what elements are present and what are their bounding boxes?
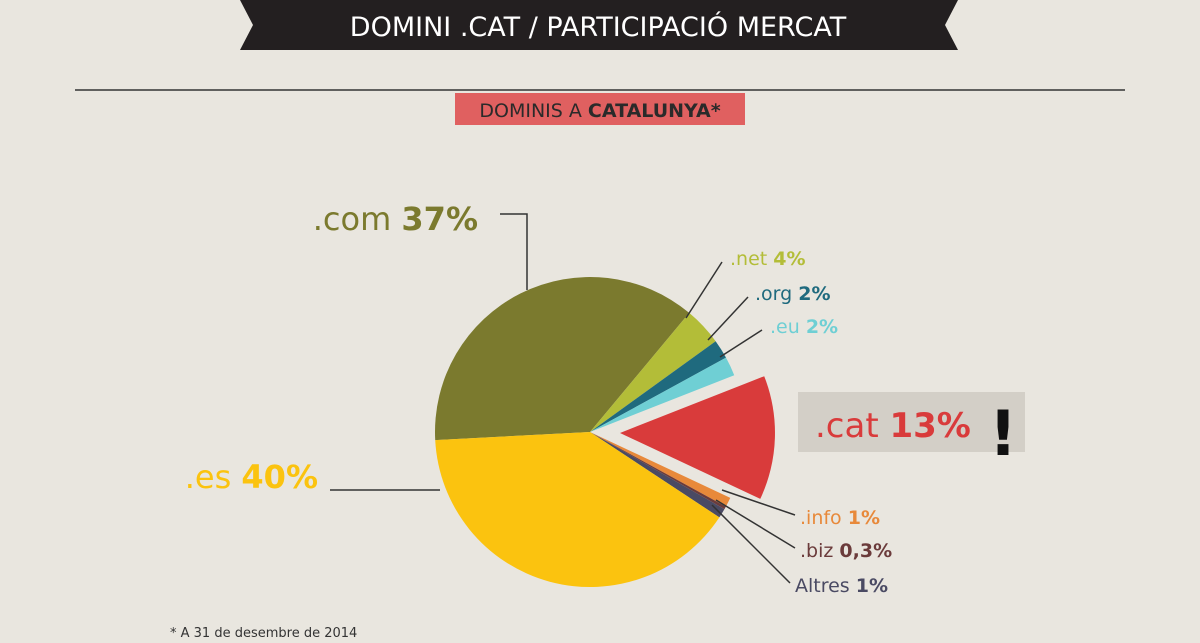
slice-name: .cat — [815, 406, 879, 446]
leader-line — [721, 489, 796, 516]
leader-line — [500, 213, 528, 290]
leader-line — [719, 329, 763, 358]
subtitle-text: DOMINIS A — [479, 100, 582, 122]
slice-name: .eu — [770, 316, 800, 338]
pie-slice — [590, 432, 726, 510]
pie-slice — [619, 376, 775, 499]
leader-line — [707, 296, 749, 341]
pie-slice — [590, 341, 727, 432]
slice-label: .es 40% — [185, 458, 318, 496]
pie-slice — [435, 432, 720, 587]
slice-label: .net 4% — [730, 248, 806, 270]
slice-value: 40% — [241, 458, 318, 496]
slice-label: Altres 1% — [795, 575, 888, 597]
slice-value: 37% — [401, 200, 478, 238]
slice-name: .org — [755, 283, 792, 305]
chart-title: DOMINI .CAT / PARTICIPACIÓ MERCAT — [350, 11, 847, 43]
slice-label: .com 37% — [313, 200, 478, 238]
slice-value: 2% — [806, 316, 838, 338]
leader-line — [715, 499, 796, 549]
pie-slice — [590, 312, 716, 432]
slice-value: 13% — [889, 406, 970, 446]
slice-value: 1% — [848, 507, 880, 529]
slice-name: .es — [185, 458, 232, 496]
subtitle-emphasis: CATALUNYA* — [588, 100, 721, 122]
slice-label: .biz 0,3% — [800, 540, 892, 562]
leader-line — [685, 261, 723, 319]
callout-mark: ! — [989, 397, 1017, 470]
slice-name: .info — [800, 507, 842, 529]
subtitle: DOMINIS A CATALUNYA* — [479, 100, 720, 122]
slice-label: .info 1% — [800, 507, 880, 529]
slice-name: Altres — [795, 575, 850, 597]
title-ribbon — [240, 0, 958, 50]
pie-slice — [435, 276, 690, 441]
leader-line — [711, 504, 791, 584]
slice-value: 0,3% — [839, 540, 892, 562]
pie-slice — [590, 357, 735, 432]
slice-value: 4% — [773, 248, 805, 270]
subtitle-box — [455, 93, 745, 125]
slice-value: 1% — [856, 575, 888, 597]
slice-value: 2% — [798, 283, 830, 305]
callout-box — [798, 392, 1025, 452]
slice-name: .net — [730, 248, 767, 270]
pie-slice — [590, 432, 725, 518]
pie-slice — [590, 432, 731, 507]
slice-label: .cat 13% — [815, 406, 971, 446]
slice-label: .org 2% — [755, 283, 831, 305]
slice-label: .eu 2% — [770, 316, 838, 338]
slice-name: .com — [313, 200, 392, 238]
footnote: * A 31 de desembre de 2014 — [170, 626, 357, 641]
slice-name: .biz — [800, 540, 833, 562]
